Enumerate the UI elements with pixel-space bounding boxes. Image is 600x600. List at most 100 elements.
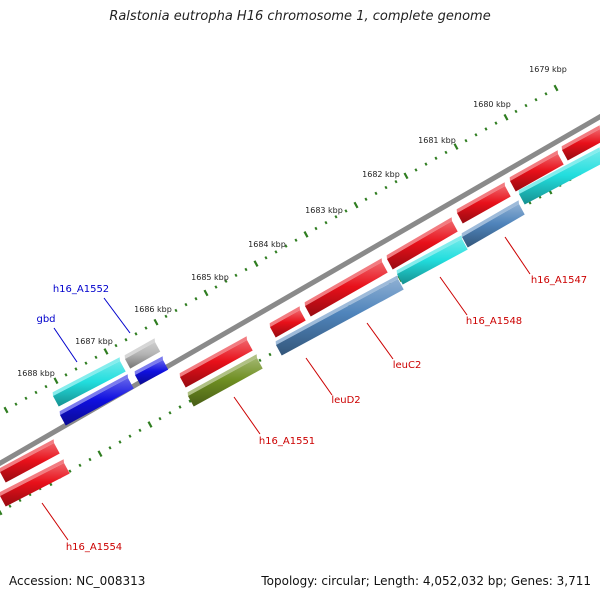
- gene-label: leuC2: [393, 360, 422, 371]
- ruler-tick: [444, 150, 448, 155]
- ruler-tick: [474, 133, 478, 137]
- ruler-tick: [294, 238, 298, 242]
- kbp-label: 1680 kbp: [473, 100, 511, 109]
- map-title: Ralstonia eutropha H16 chromosome 1, com…: [109, 9, 491, 24]
- ruler-tick: [374, 191, 378, 196]
- gene-label: h16_A1554: [66, 542, 122, 553]
- callout-leader: [103, 297, 131, 334]
- ruler-tick: [494, 121, 498, 125]
- ruler-tick: [424, 162, 428, 166]
- ruler-tick: [64, 373, 68, 377]
- ruler-tick: [264, 256, 268, 260]
- ruler-tick: [414, 168, 418, 172]
- callout-leader: [366, 322, 394, 360]
- red-gene-bevel: [456, 182, 505, 213]
- ruler-tick: [53, 377, 59, 385]
- ruler-tick: [164, 314, 168, 319]
- ruler-tick: [214, 285, 218, 289]
- red-gene-bevel: [509, 150, 558, 181]
- ruler-tick: [78, 463, 82, 468]
- blue-gene: [60, 378, 134, 426]
- red-gene-bevel: [269, 306, 300, 327]
- cyan-gene: [397, 239, 468, 285]
- ruler-tick: [74, 367, 78, 371]
- cyan-gene-bevel: [396, 235, 462, 274]
- ruler-tick: [34, 390, 38, 395]
- ruler-tick: [268, 352, 272, 357]
- grey-gene: [125, 342, 161, 369]
- ruler-tick: [18, 498, 22, 503]
- kbp-label: 1686 kbp: [134, 305, 172, 314]
- ruler-tick: [503, 113, 509, 121]
- cyan-gene: [53, 361, 126, 407]
- grey-gene-bevel: [124, 338, 155, 359]
- ruler-tick: [147, 421, 153, 428]
- ruler-tick: [514, 109, 518, 114]
- red-gene: [457, 186, 511, 224]
- blue-gene: [135, 360, 169, 385]
- red-gene: [180, 340, 253, 388]
- callout-leader: [504, 236, 531, 275]
- red-gene: [387, 221, 458, 270]
- ruler-tick: [253, 260, 259, 267]
- callout-leader: [233, 396, 261, 435]
- ruler-tick: [168, 411, 172, 415]
- gene-label: h16_A1547: [531, 275, 587, 286]
- ruler-tick: [44, 384, 48, 389]
- cyan-gene-bevel: [518, 147, 600, 194]
- ruler-tick: [364, 197, 368, 201]
- red-gene-bevel: [561, 125, 600, 150]
- ruler-tick: [0, 509, 3, 516]
- gene-label: h16_A1551: [259, 436, 315, 447]
- ruler-tick: [108, 446, 112, 450]
- ruler-tick: [114, 343, 118, 348]
- red-gene: [270, 310, 306, 338]
- kbp-label: 1683 kbp: [305, 206, 343, 215]
- ruler-tick: [103, 348, 109, 355]
- kbp-label: 1687 kbp: [75, 337, 113, 346]
- red-gene-bevel: [386, 217, 452, 259]
- ruler-tick: [194, 297, 198, 301]
- ruler-tick: [528, 201, 532, 205]
- ruler-tick: [158, 416, 162, 421]
- red-gene: [0, 443, 60, 483]
- ruler-tick: [153, 318, 159, 326]
- callout-leader: [305, 357, 333, 396]
- ruler-tick: [84, 361, 88, 365]
- callout-leader: [439, 276, 468, 316]
- ruler-tick: [344, 209, 348, 213]
- ruler-tick: [8, 504, 12, 508]
- steel-gene: [462, 204, 525, 248]
- ruler-tick: [274, 250, 278, 254]
- callout-leader: [41, 502, 69, 541]
- red-gene: [305, 262, 388, 317]
- ruler-tick: [3, 406, 9, 414]
- gene-label: leuD2: [331, 395, 360, 406]
- ruler-tick: [188, 399, 192, 403]
- kbp-label: 1688 kbp: [17, 369, 55, 378]
- ruler-tick: [128, 434, 132, 438]
- kbp-label: 1685 kbp: [191, 273, 229, 282]
- red-gene: [0, 463, 70, 507]
- ruler-tick: [144, 326, 148, 330]
- ruler-tick: [384, 185, 388, 190]
- ruler-tick: [534, 98, 538, 102]
- ruler-tick: [484, 127, 488, 131]
- cyan-gene: [519, 151, 600, 205]
- ruler-tick: [314, 226, 318, 231]
- ruler-tick: [334, 215, 338, 219]
- ruler-tick: [138, 428, 142, 433]
- kbp-label: 1684 kbp: [248, 240, 286, 249]
- ruler-tick: [324, 220, 328, 225]
- gene-label: h16_A1552: [53, 284, 109, 295]
- ruler-tick: [394, 179, 398, 184]
- olive-gene-bevel: [187, 354, 257, 396]
- gene-label: gbd: [36, 314, 55, 325]
- blue-gene-bevel: [134, 356, 163, 375]
- ruler-tick: [97, 450, 103, 458]
- ruler-tick: [134, 332, 138, 336]
- red-gene: [562, 129, 600, 161]
- ruler-tick: [94, 355, 98, 360]
- gene-label: h16_A1548: [466, 316, 522, 327]
